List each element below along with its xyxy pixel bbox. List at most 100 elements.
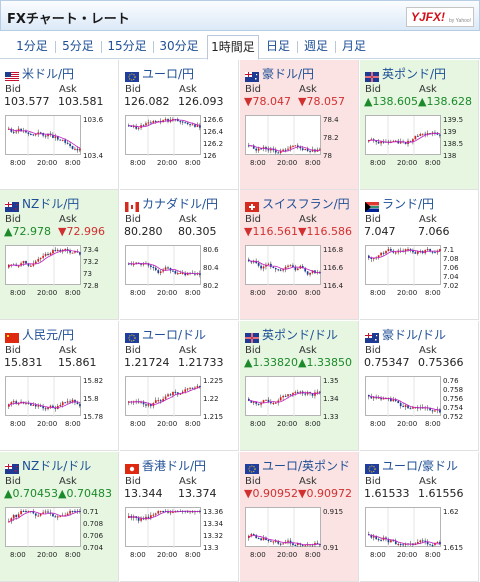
x-tick-label: 8:00: [130, 159, 146, 167]
currency-pair-link[interactable]: 人民元/円: [5, 326, 117, 343]
currency-pair-link[interactable]: ユーロ/豪ドル: [365, 457, 477, 474]
x-tick-label: 8:00: [10, 159, 26, 167]
candle-body: [267, 149, 270, 151]
candle-body: [392, 399, 395, 402]
candle-body: [25, 511, 27, 512]
currency-pair-link[interactable]: カナダドル/円: [125, 195, 237, 212]
bid-value: 126.082: [124, 95, 170, 108]
candle-body: [431, 132, 434, 134]
mini-candle-chart[interactable]: [5, 245, 81, 286]
tab-2[interactable]: 15分足: [107, 39, 147, 53]
candle-body: [61, 139, 64, 141]
tab-5[interactable]: 日足: [265, 39, 290, 53]
mini-candle-chart[interactable]: [125, 115, 201, 156]
x-axis-ticks: 8:00 20:00 8:00: [245, 420, 325, 430]
candle-body: [25, 402, 27, 404]
eu-flag-icon: [245, 459, 259, 474]
tab-separator: [297, 41, 298, 53]
candle-body: [316, 542, 319, 544]
mini-candle-chart[interactable]: [125, 376, 201, 417]
y-axis-ticks: 7.1 7.08 7.06 7.04 7.02: [443, 243, 477, 290]
yjfx-logo[interactable]: YJFX! by Yahoo!: [406, 7, 474, 27]
tab-4[interactable]: 1時間足: [207, 35, 259, 60]
currency-pair-link[interactable]: 豪ドル/ドル: [365, 326, 477, 343]
candle-body: [71, 399, 74, 403]
candle-body: [37, 132, 40, 135]
currency-pair-link[interactable]: ランド/円: [365, 195, 477, 212]
tab-7[interactable]: 月足: [341, 39, 366, 53]
mini-candle-chart[interactable]: [5, 376, 81, 417]
candle-body: [142, 518, 145, 520]
quote-cell: 英ポンド/ドル Bid Ask ▲1.33820 ▲1.33850 1.35 1.34 1.3…: [240, 321, 359, 451]
candle-body: [128, 263, 130, 265]
candle-body: [52, 250, 54, 254]
mini-candle-chart[interactable]: [5, 115, 81, 156]
currency-pair-link[interactable]: 米ドル/円: [5, 65, 117, 82]
pair-name: ユーロ/円: [142, 67, 195, 81]
mini-candle-chart[interactable]: [365, 376, 441, 417]
candle-body: [292, 145, 294, 147]
quote-cell: 英ポンド/円 Bid Ask ▲138.605 ▲138.628 139.5 139 138.…: [360, 60, 479, 190]
x-axis-ticks: 8:00 20:00 8:00: [125, 551, 205, 561]
candle-body: [199, 386, 201, 388]
candle-body: [426, 133, 429, 135]
candle-body: [424, 250, 427, 254]
currency-pair-link[interactable]: 英ポンド/ドル: [245, 326, 357, 343]
candle-body: [17, 514, 20, 518]
mini-candle-chart[interactable]: [125, 507, 201, 548]
candle-body: [47, 511, 49, 513]
currency-pair-link[interactable]: 豪ドル/円: [245, 65, 357, 82]
mini-candle-chart[interactable]: [365, 507, 441, 548]
mini-chart-svg: [368, 116, 441, 156]
moving-average-line: [368, 395, 440, 411]
candle-body: [250, 400, 253, 403]
candle-body: [306, 544, 309, 546]
tab-6[interactable]: 週足: [303, 39, 328, 53]
currency-pair-link[interactable]: ユーロ/英ポンド: [245, 457, 357, 474]
candle-body: [199, 125, 201, 128]
x-tick-label: 8:00: [305, 289, 321, 297]
tab-0[interactable]: 1分足: [16, 39, 48, 53]
tab-1[interactable]: 5分足: [62, 39, 94, 53]
candle-body: [140, 518, 142, 521]
x-axis-ticks: 8:00 20:00 8:00: [365, 289, 445, 299]
x-tick-label: 8:00: [250, 551, 266, 559]
candle-body: [257, 263, 260, 266]
x-tick-label: 8:00: [370, 551, 386, 559]
mini-candle-chart[interactable]: [245, 245, 321, 286]
candle-body: [377, 397, 380, 399]
currency-pair-link[interactable]: NZドル/ドル: [5, 457, 117, 474]
candle-body: [255, 401, 258, 404]
candle-body: [304, 544, 307, 546]
mini-candle-chart[interactable]: [245, 115, 321, 156]
currency-pair-link[interactable]: ユーロ/円: [125, 65, 237, 82]
eu-flag-icon: [365, 459, 379, 474]
candle-body: [417, 135, 419, 137]
candle-body: [282, 149, 284, 152]
candle-body: [142, 263, 145, 265]
currency-pair-link[interactable]: 香港ドル/円: [125, 457, 237, 474]
bid-label: Bid: [365, 345, 381, 356]
y-tick-label: 7.08: [443, 255, 459, 263]
x-axis-ticks: 8:00 20:00 8:00: [365, 420, 445, 430]
candle-body: [10, 402, 13, 405]
mini-candle-chart[interactable]: [245, 507, 321, 548]
candle-body: [66, 401, 69, 403]
currency-pair-link[interactable]: NZドル/円: [5, 195, 117, 212]
x-tick-label: 8:00: [185, 420, 201, 428]
ask-value: ▼78.057: [298, 95, 345, 108]
mini-candle-chart[interactable]: [125, 245, 201, 286]
tab-3[interactable]: 30分足: [159, 39, 199, 53]
mini-candle-chart[interactable]: [245, 376, 321, 417]
candle-body: [419, 134, 422, 136]
candle-body: [417, 542, 419, 544]
ask-value: 15.861: [58, 356, 97, 369]
currency-pair-link[interactable]: 英ポンド/円: [365, 65, 477, 82]
mini-candle-chart[interactable]: [365, 245, 441, 286]
mini-candle-chart[interactable]: [365, 115, 441, 156]
nz-flag-icon: [5, 459, 19, 474]
mini-candle-chart[interactable]: [5, 507, 81, 548]
currency-pair-link[interactable]: ユーロ/ドル: [125, 326, 237, 343]
currency-pair-link[interactable]: スイスフラン/円: [245, 195, 357, 212]
candle-body: [47, 133, 49, 137]
